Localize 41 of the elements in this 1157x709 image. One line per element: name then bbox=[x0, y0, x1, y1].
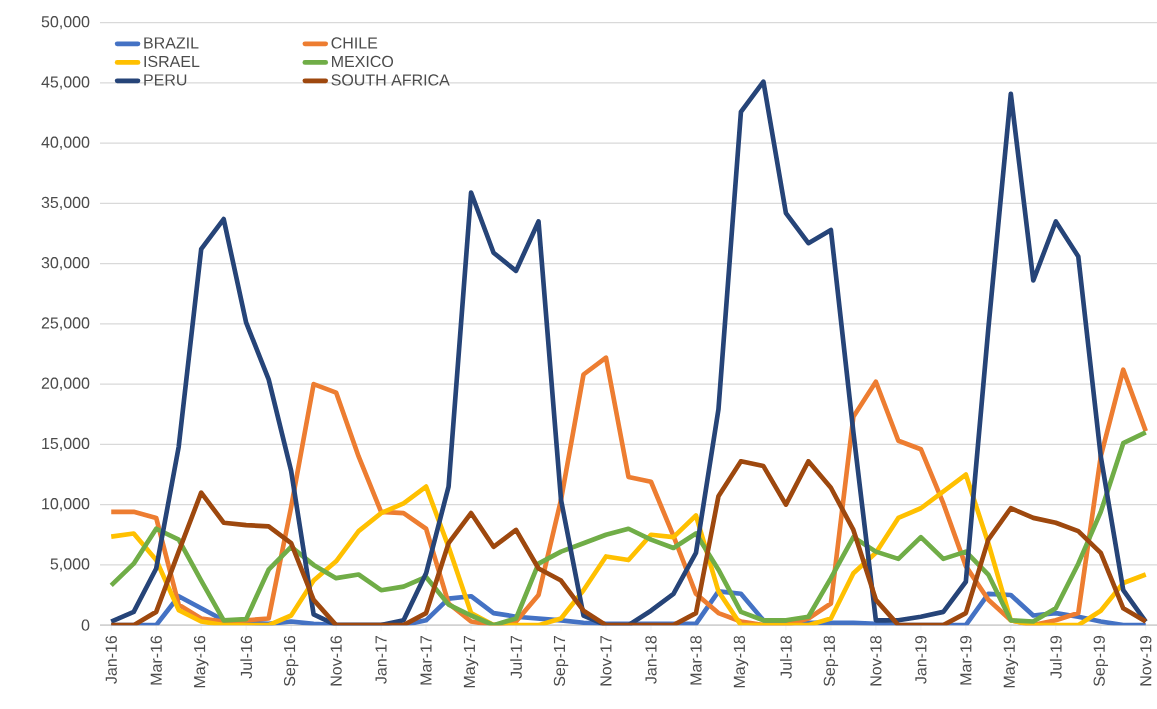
x-tick-label: Jan-17 bbox=[375, 635, 387, 684]
x-tick-label: Nov-18 bbox=[870, 635, 882, 686]
x-tick-label: Nov-16 bbox=[330, 635, 342, 686]
x-tick-label: Jul-19 bbox=[1049, 635, 1062, 679]
legend-label: BRAZIL bbox=[144, 37, 199, 49]
legend-label: PERU bbox=[144, 74, 187, 86]
y-tick-label: 35,000 bbox=[41, 196, 90, 210]
x-tick-label: Sep-16 bbox=[283, 635, 299, 686]
x-tick-label: Jul-16 bbox=[240, 635, 253, 679]
y-tick-label: 45,000 bbox=[41, 76, 90, 90]
y-tick-label: 30,000 bbox=[41, 257, 90, 271]
legend-label: ISRAEL bbox=[144, 55, 200, 68]
x-tick-label: Mar-19 bbox=[960, 635, 972, 685]
x-tick-label: Sep-18 bbox=[823, 635, 839, 686]
y-tick-label: 40,000 bbox=[41, 136, 90, 150]
x-tick-label: Mar-17 bbox=[420, 635, 432, 685]
x-tick-label: Jan-18 bbox=[645, 635, 657, 684]
y-tick-label: 10,000 bbox=[42, 497, 90, 512]
x-tick-label: May-19 bbox=[1003, 635, 1019, 688]
legend-label: SOUTH AFRICA bbox=[331, 74, 450, 86]
legend-label: MEXICO bbox=[332, 55, 394, 68]
y-tick-label: 20,000 bbox=[41, 377, 90, 391]
legend-label: CHILE bbox=[331, 37, 378, 49]
y-tick-label: 25,000 bbox=[41, 317, 90, 331]
y-tick-label: 0 bbox=[81, 619, 90, 631]
x-tick-label: Jul-17 bbox=[510, 635, 522, 679]
x-tick-label: Sep-17 bbox=[553, 635, 569, 686]
x-tick-label: May-16 bbox=[193, 635, 209, 688]
x-tick-label: Nov-17 bbox=[600, 635, 612, 686]
x-tick-label: May-18 bbox=[733, 635, 749, 688]
y-tick-label: 5,000 bbox=[50, 558, 90, 572]
x-tick-label: Mar-18 bbox=[690, 635, 702, 685]
x-tick-label: Jul-18 bbox=[780, 635, 792, 679]
y-tick-label: 50,000 bbox=[41, 16, 90, 30]
x-tick-label: May-17 bbox=[463, 635, 479, 688]
x-tick-label: Jan-16 bbox=[105, 635, 117, 684]
x-tick-label: Nov-19 bbox=[1140, 635, 1152, 686]
x-tick-label: Jan-19 bbox=[915, 635, 927, 684]
x-tick-label: Sep-19 bbox=[1093, 635, 1109, 686]
x-tick-label: Mar-16 bbox=[150, 635, 162, 685]
y-tick-label: 15,000 bbox=[42, 437, 90, 451]
